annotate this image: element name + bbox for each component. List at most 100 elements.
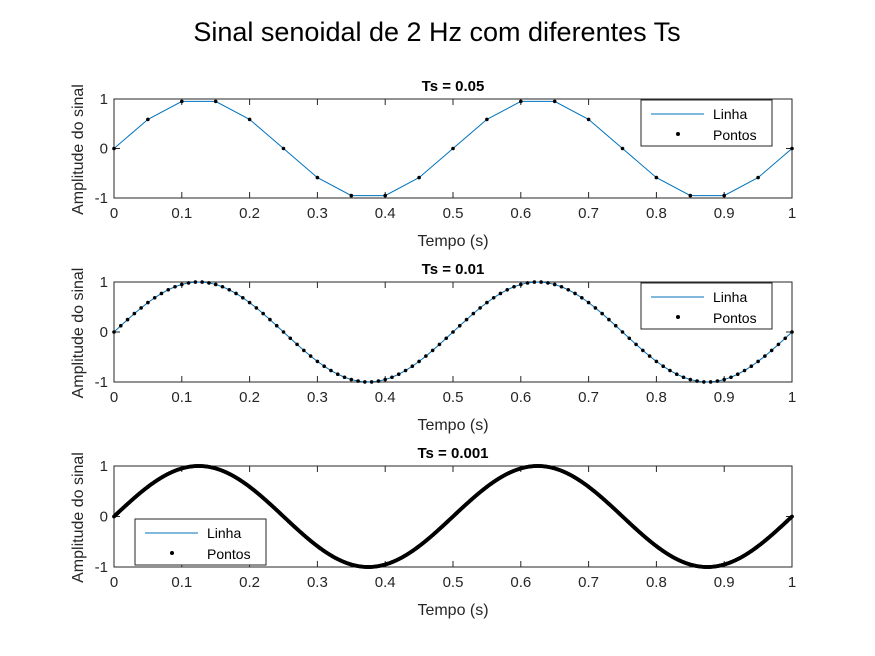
- x-axis-label: Tempo (s): [417, 417, 488, 434]
- data-point: [274, 323, 279, 328]
- data-point: [363, 380, 367, 384]
- data-point: [668, 368, 672, 373]
- data-point: [654, 175, 659, 180]
- y-tick-label: 1: [100, 274, 108, 291]
- x-tick-label: 0.8: [646, 389, 667, 406]
- legend-label-pontos: Pontos: [207, 546, 251, 562]
- data-point: [498, 291, 503, 296]
- data-point: [139, 306, 143, 310]
- data-point: [783, 336, 788, 341]
- y-tick-label: 0: [100, 324, 108, 341]
- data-point: [295, 342, 299, 347]
- data-point: [790, 514, 794, 519]
- y-tick-label: -1: [95, 190, 108, 207]
- data-point: [457, 323, 462, 328]
- data-point: [322, 364, 326, 369]
- data-point: [681, 375, 686, 380]
- data-point: [512, 284, 516, 289]
- x-axis-label: Tempo (s): [417, 602, 488, 619]
- legend: Linha Pontos: [134, 518, 267, 566]
- data-point: [654, 359, 659, 364]
- data-point: [200, 280, 204, 284]
- data-point: [173, 284, 177, 289]
- data-point: [125, 317, 130, 322]
- data-point: [247, 300, 252, 305]
- data-point: [444, 336, 449, 341]
- subplots: Ts = 0.05 0 0.1 0.2 0.3 0.4 0.5 0.6 0.7 0.8 0.9 1 -1…: [70, 78, 796, 619]
- x-tick-label: 0.6: [510, 574, 531, 591]
- data-point: [369, 380, 374, 384]
- data-point: [735, 372, 740, 377]
- legend-box: [640, 99, 773, 147]
- x-tick-label: 0.2: [239, 574, 260, 591]
- data-point: [186, 281, 191, 285]
- legend-label-linha: Linha: [713, 106, 747, 122]
- data-point: [112, 330, 116, 334]
- x-tick-label: 0.3: [307, 205, 328, 222]
- subplot-2: Ts = 0.01 0 0.1 0.2 0.3 0.4 0.5 0.6 0.7 0.8 0.9 1 -1…: [70, 261, 796, 434]
- data-point: [166, 287, 171, 292]
- data-point: [715, 379, 720, 383]
- data-point: [315, 359, 320, 364]
- data-point: [634, 342, 638, 347]
- data-point: [383, 377, 388, 382]
- data-point: [180, 282, 184, 287]
- data-point: [451, 330, 455, 334]
- x-tick-label: 0.9: [714, 389, 735, 406]
- x-tick-label: 0.9: [714, 205, 735, 222]
- x-tick-label: 0.4: [375, 574, 396, 591]
- x-tick-label: 0.3: [307, 389, 328, 406]
- y-tick-label: 0: [100, 141, 108, 158]
- data-point: [593, 306, 598, 310]
- x-tick-label: 0.4: [375, 205, 396, 222]
- x-tick-label: 0.5: [443, 574, 464, 591]
- x-tick-label: 1: [788, 389, 796, 406]
- data-point: [349, 377, 354, 382]
- data-point: [552, 282, 557, 287]
- data-point: [519, 282, 523, 287]
- x-tick-label: 0.2: [239, 389, 260, 406]
- data-point: [647, 354, 652, 358]
- y-tick-label: -1: [95, 559, 108, 576]
- data-point: [641, 348, 645, 353]
- x-tick-label: 0: [110, 389, 118, 406]
- subplot-3: Ts = 0.001 0 0.1 0.2 0.3 0.4 0.5 0.6 0.7 0.8 0.9 1 -…: [70, 445, 796, 619]
- series-points-pontos: [112, 464, 794, 569]
- x-tick-label: 0: [110, 574, 118, 591]
- x-tick-label: 0.3: [307, 574, 328, 591]
- data-point: [552, 99, 557, 104]
- data-point: [308, 354, 313, 358]
- data-point: [627, 336, 632, 341]
- x-tick-label: 0: [110, 205, 118, 222]
- subplot-title: Ts = 0.05: [422, 78, 485, 95]
- x-tick-label: 0.1: [171, 574, 192, 591]
- data-point: [159, 291, 164, 296]
- x-tick-label: 1: [788, 574, 796, 591]
- data-point: [790, 146, 794, 151]
- data-point: [342, 375, 347, 380]
- legend-point-swatch: [676, 315, 680, 319]
- data-point: [776, 342, 781, 347]
- data-point: [471, 311, 476, 316]
- data-point: [430, 348, 435, 353]
- data-point: [539, 280, 543, 284]
- data-point: [315, 175, 320, 180]
- data-point: [790, 330, 794, 334]
- data-point: [607, 317, 611, 322]
- data-point: [254, 306, 259, 310]
- legend-label-linha: Linha: [207, 525, 241, 541]
- data-point: [335, 372, 340, 377]
- data-point: [220, 284, 225, 289]
- data-point: [193, 280, 198, 284]
- legend-box: [640, 282, 773, 330]
- subplot-title: Ts = 0.01: [422, 261, 485, 278]
- legend-label-pontos: Pontos: [713, 310, 757, 326]
- data-point: [132, 311, 137, 316]
- legend: Linha Pontos: [640, 99, 773, 147]
- data-point: [241, 295, 245, 300]
- data-point: [525, 281, 530, 285]
- subplot-1: Ts = 0.05 0 0.1 0.2 0.3 0.4 0.5 0.6 0.7 0.8 0.9 1 -1…: [70, 78, 796, 250]
- y-tick-label: 1: [100, 458, 108, 475]
- y-axis-label: Amplitude do sinal: [70, 268, 87, 399]
